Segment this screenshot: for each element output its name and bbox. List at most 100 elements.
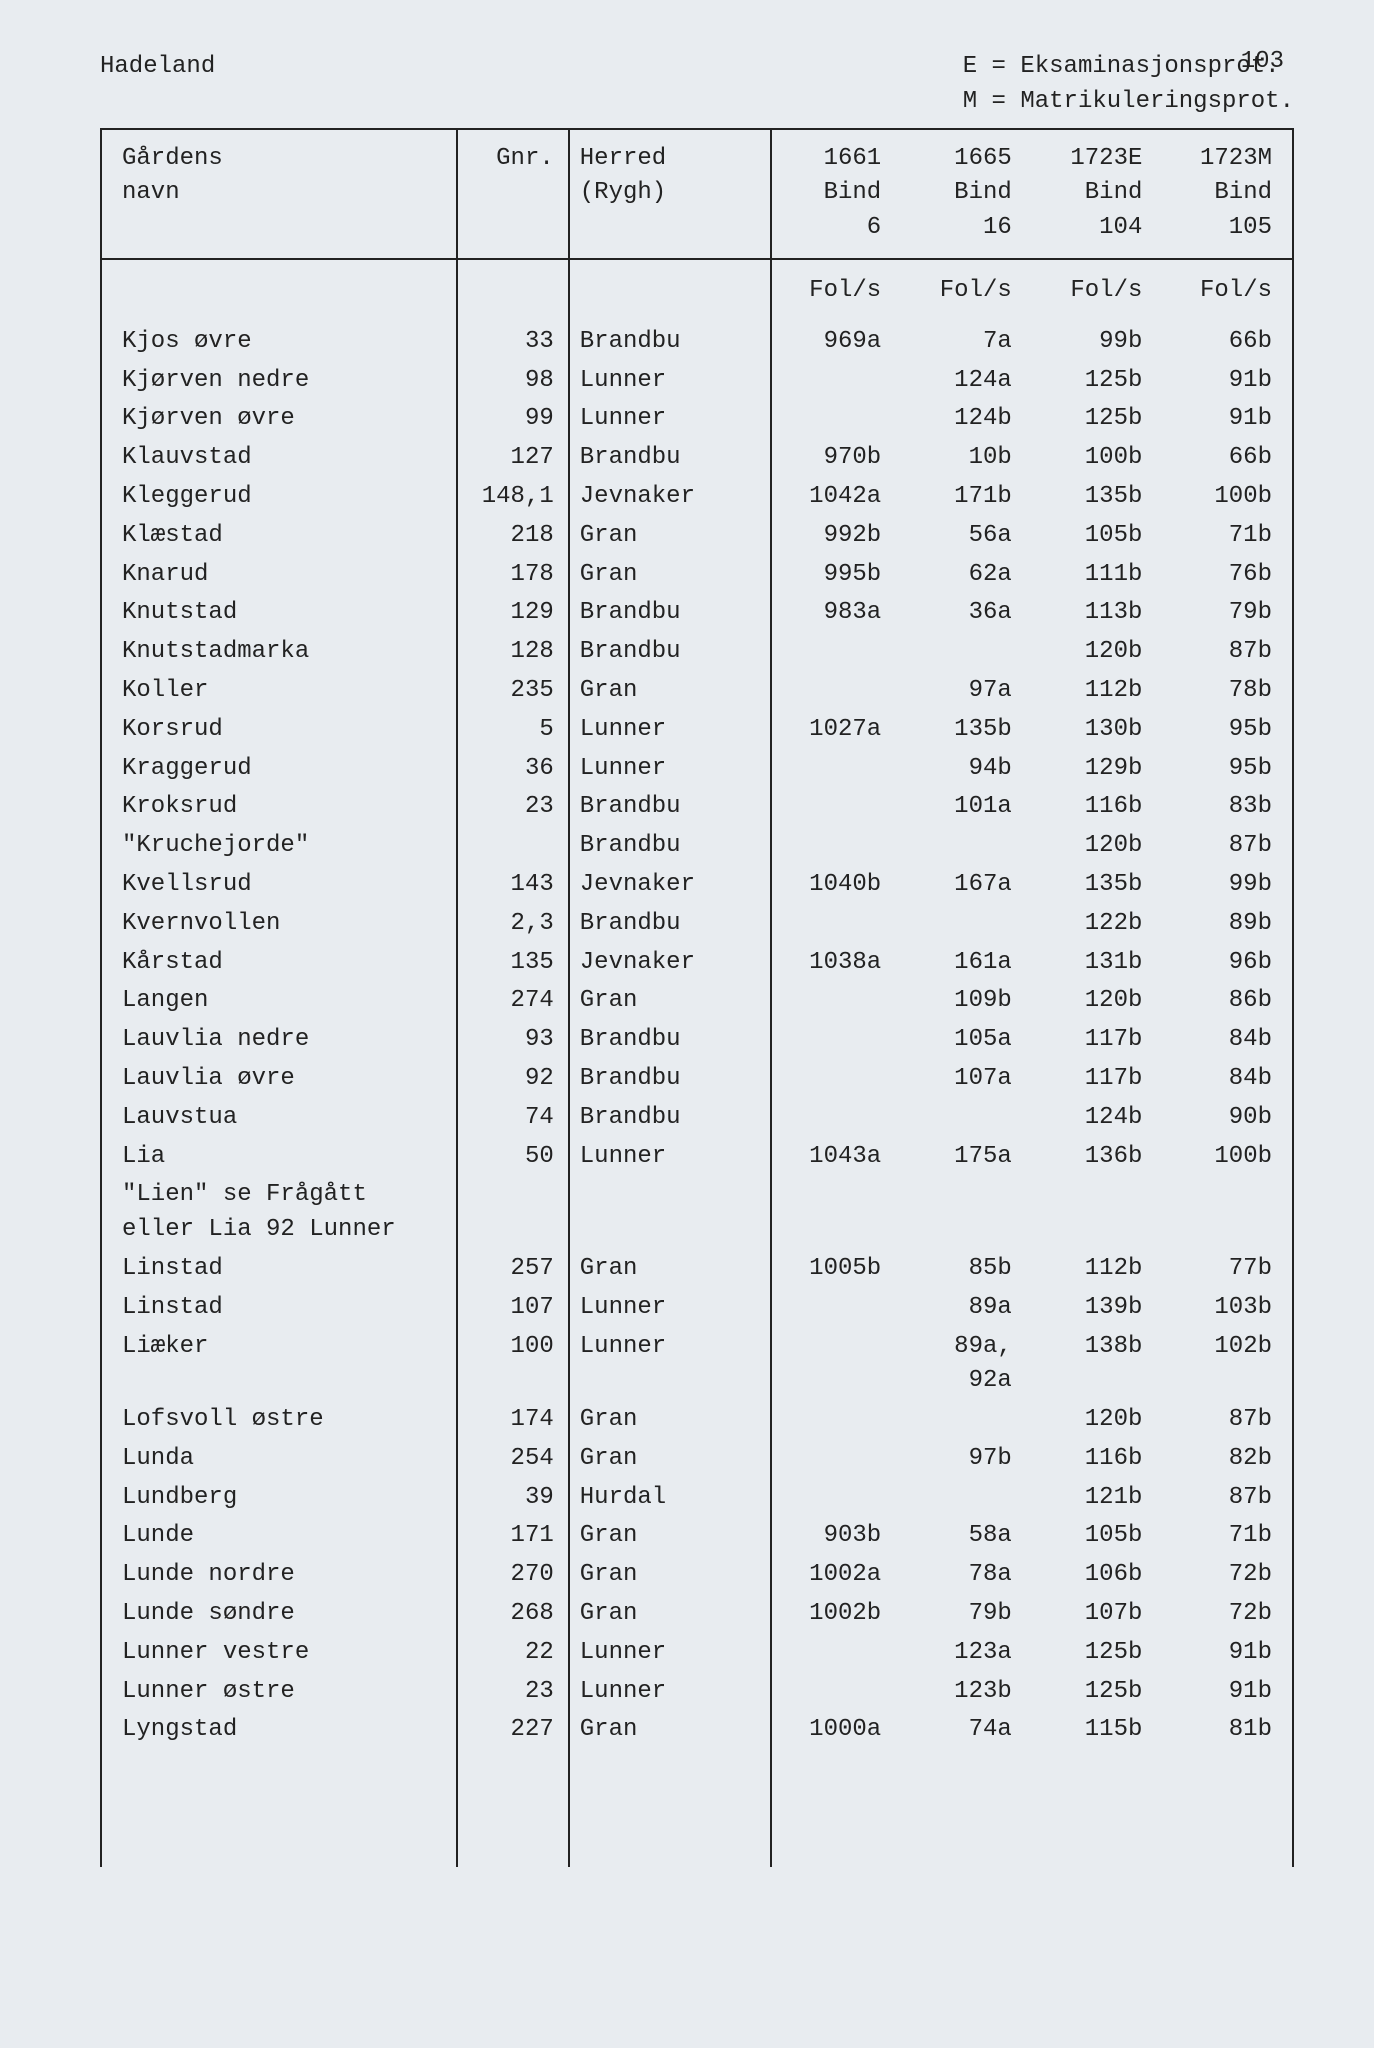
cell-y4: 87b xyxy=(1162,633,1293,672)
cell-y3: 115b xyxy=(1032,1711,1163,1750)
cell-y2: 10b xyxy=(901,439,1032,478)
cell-navn: Lyngstad xyxy=(101,1711,457,1750)
cell-gnr: 127 xyxy=(457,439,569,478)
cell-gnr: 74 xyxy=(457,1099,569,1138)
cell-y4: 72b xyxy=(1162,1595,1293,1634)
cell-y1 xyxy=(771,672,902,711)
cell-y4: 84b xyxy=(1162,1060,1293,1099)
cell-gnr: 23 xyxy=(457,788,569,827)
table-row: Lunner vestre22Lunner123a125b91b xyxy=(101,1634,1293,1673)
cell-y1 xyxy=(771,1099,902,1138)
cell-gnr: 22 xyxy=(457,1634,569,1673)
cell-y4: 91b xyxy=(1162,400,1293,439)
cell-y1 xyxy=(771,827,902,866)
cell-gnr: 107 xyxy=(457,1289,569,1328)
cell-navn: Kvellsrud xyxy=(101,866,457,905)
cell-herred: Lunner xyxy=(569,1138,771,1177)
cell-y4: 78b xyxy=(1162,672,1293,711)
cell-navn: Linstad xyxy=(101,1250,457,1289)
cell-y2: 124b xyxy=(901,400,1032,439)
cell-y4: 87b xyxy=(1162,1401,1293,1440)
cell-gnr: 23 xyxy=(457,1673,569,1712)
cell-navn: Korsrud xyxy=(101,711,457,750)
spacer-row xyxy=(101,1828,1293,1867)
cell-y3 xyxy=(1032,1176,1163,1250)
cell-navn: Langen xyxy=(101,982,457,1021)
cell-y3: 131b xyxy=(1032,944,1163,983)
cell-y3: 125b xyxy=(1032,400,1163,439)
cell-navn: "Lien" se Frågått eller Lia 92 Lunner xyxy=(101,1176,457,1250)
cell-y3: 120b xyxy=(1032,1401,1163,1440)
table-row: Koller235Gran97a112b78b xyxy=(101,672,1293,711)
cell-gnr: 235 xyxy=(457,672,569,711)
cell-y4: 103b xyxy=(1162,1289,1293,1328)
cell-gnr: 270 xyxy=(457,1556,569,1595)
data-table: Gårdens navn Gnr. Herred (Rygh) 1661 Bin… xyxy=(100,128,1294,1867)
table-row: Kvellsrud143Jevnaker1040b167a135b99b xyxy=(101,866,1293,905)
cell-gnr: 257 xyxy=(457,1250,569,1289)
fols-label: Fol/s xyxy=(1032,259,1163,323)
cell-y4: 87b xyxy=(1162,827,1293,866)
cell-y1 xyxy=(771,1328,902,1402)
table-row: Lunda254Gran97b116b82b xyxy=(101,1440,1293,1479)
table-row: Lunde171Gran903b58a105b71b xyxy=(101,1517,1293,1556)
cell-y1 xyxy=(771,400,902,439)
table-row: Lundberg39Hurdal121b87b xyxy=(101,1479,1293,1518)
col-header-gnr: Gnr. xyxy=(457,129,569,259)
cell-gnr: 218 xyxy=(457,517,569,556)
cell-gnr: 254 xyxy=(457,1440,569,1479)
cell-gnr: 36 xyxy=(457,750,569,789)
cell-herred: Gran xyxy=(569,1595,771,1634)
cell-y1: 983a xyxy=(771,594,902,633)
cell-gnr: 50 xyxy=(457,1138,569,1177)
cell-y4: 96b xyxy=(1162,944,1293,983)
cell-y1: 1040b xyxy=(771,866,902,905)
cell-y2 xyxy=(901,1401,1032,1440)
cell-gnr xyxy=(457,827,569,866)
region-title: Hadeland xyxy=(100,50,215,120)
cell-gnr: 274 xyxy=(457,982,569,1021)
cell-y2: 89a, 92a xyxy=(901,1328,1032,1402)
cell-y3: 99b xyxy=(1032,323,1163,362)
cell-y3: 113b xyxy=(1032,594,1163,633)
cell-y1 xyxy=(771,1060,902,1099)
cell-y3: 125b xyxy=(1032,1634,1163,1673)
cell-y4: 89b xyxy=(1162,905,1293,944)
cell-navn: Lunner østre xyxy=(101,1673,457,1712)
cell-y3: 105b xyxy=(1032,1517,1163,1556)
cell-navn: Knarud xyxy=(101,556,457,595)
table-row: Langen274Gran109b120b86b xyxy=(101,982,1293,1021)
cell-y3: 136b xyxy=(1032,1138,1163,1177)
cell-navn: Lunde nordre xyxy=(101,1556,457,1595)
cell-y1: 969a xyxy=(771,323,902,362)
cell-gnr: 98 xyxy=(457,362,569,401)
cell-gnr: 129 xyxy=(457,594,569,633)
table-row: Lyngstad227Gran1000a74a115b81b xyxy=(101,1711,1293,1750)
cell-y1 xyxy=(771,1673,902,1712)
cell-y3: 122b xyxy=(1032,905,1163,944)
col-header-1665: 1665 Bind 16 xyxy=(901,129,1032,259)
cell-y4: 95b xyxy=(1162,750,1293,789)
cell-y2: 105a xyxy=(901,1021,1032,1060)
cell-y3: 135b xyxy=(1032,478,1163,517)
cell-herred: Lunner xyxy=(569,400,771,439)
table-row: Lofsvoll østre174Gran120b87b xyxy=(101,1401,1293,1440)
cell-y1: 1027a xyxy=(771,711,902,750)
cell-y2 xyxy=(901,1479,1032,1518)
cell-y2: 78a xyxy=(901,1556,1032,1595)
fols-label: Fol/s xyxy=(771,259,902,323)
cell-herred: Hurdal xyxy=(569,1479,771,1518)
cell-herred: Jevnaker xyxy=(569,944,771,983)
cell-y2: 124a xyxy=(901,362,1032,401)
cell-y3: 111b xyxy=(1032,556,1163,595)
cell-gnr: 2,3 xyxy=(457,905,569,944)
cell-y4: 71b xyxy=(1162,1517,1293,1556)
cell-y2: 167a xyxy=(901,866,1032,905)
cell-y4: 99b xyxy=(1162,866,1293,905)
cell-herred: Gran xyxy=(569,517,771,556)
cell-y4: 100b xyxy=(1162,1138,1293,1177)
cell-y3: 125b xyxy=(1032,362,1163,401)
cell-herred: Brandbu xyxy=(569,594,771,633)
table-row: Kjos øvre33Brandbu969a7a99b66b xyxy=(101,323,1293,362)
cell-y4: 82b xyxy=(1162,1440,1293,1479)
